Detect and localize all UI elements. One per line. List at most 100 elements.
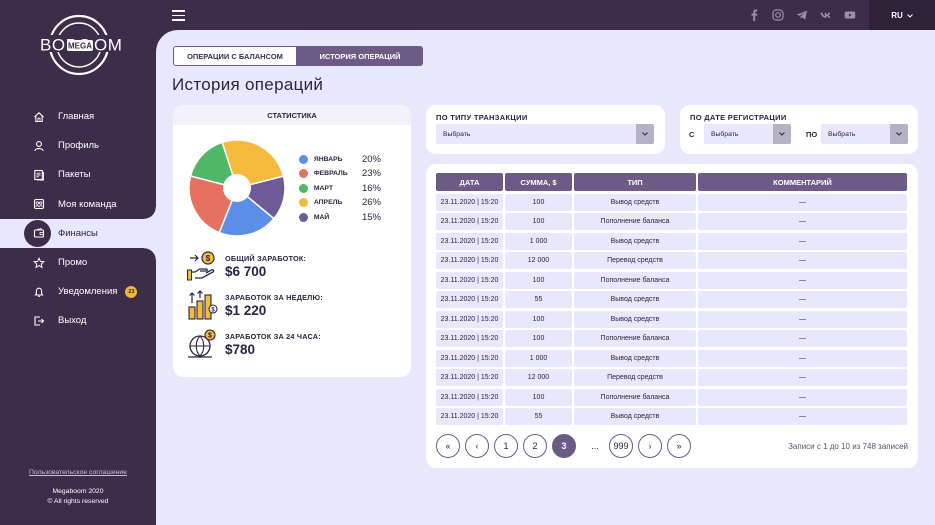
cell-amount: 12 000 <box>505 369 572 387</box>
telegram-icon[interactable] <box>796 9 808 21</box>
user-icon <box>33 140 45 152</box>
chevron-down-icon <box>890 124 908 144</box>
daily-earnings: $ ЗАРАБОТОК ЗА 24 ЧАСА: $780 <box>186 328 321 360</box>
earnings-value: $780 <box>225 341 256 357</box>
date-to-select[interactable]: Выбрать <box>821 124 908 144</box>
cell-type: Вывод средств <box>574 194 696 211</box>
column-header-type[interactable]: ТИП <box>574 173 696 191</box>
transaction-type-select[interactable]: Выбрать <box>436 124 654 144</box>
sidebar-item-profile[interactable]: Профиль <box>0 131 156 160</box>
tab-operations-history[interactable]: ИСТОРИЯ ОПЕРАЦИЙ <box>297 46 423 66</box>
svg-text:OM: OM <box>94 36 122 55</box>
legend-value: 20% <box>361 153 381 165</box>
svg-text:BO: BO <box>40 36 66 55</box>
first-page-button[interactable]: « <box>436 434 460 458</box>
last-page-button[interactable]: » <box>667 434 691 458</box>
svg-text:$: $ <box>208 333 212 340</box>
instagram-icon[interactable] <box>772 9 784 21</box>
cell-date: 23.11.2020 | 15:20 <box>436 330 503 348</box>
cell-type: Пополнение баланса <box>574 213 696 231</box>
star-icon <box>33 256 45 269</box>
select-value: Выбрать <box>443 130 471 138</box>
last-page-number-button[interactable]: 999 <box>609 434 633 458</box>
cell-date: 23.11.2020 | 15:20 <box>436 369 503 387</box>
vk-icon[interactable] <box>820 9 832 21</box>
user-agreement-link[interactable]: Пользовательское соглашение <box>29 469 127 476</box>
sidebar-item-logout[interactable]: Выход <box>0 306 156 335</box>
tab-balance-operations[interactable]: ОПЕРАЦИИ С БАЛАНСОМ <box>173 46 297 66</box>
column-header-amount[interactable]: СУММА, $ <box>505 173 572 191</box>
page-button[interactable]: 2 <box>523 434 547 458</box>
cell-amount: 55 <box>505 291 572 309</box>
cell-type: Пополнение баланса <box>574 388 696 406</box>
cell-amount: 100 <box>505 330 572 348</box>
earnings-label: ЗАРАБОТОК ЗА 24 ЧАСА: <box>225 331 321 341</box>
chevron-down-icon <box>636 124 654 144</box>
cell-amount: 1 000 <box>505 232 572 250</box>
sidebar-item-label: Моя команда <box>58 198 117 210</box>
sidebar: BO x BO OM MEGA Главная Профиль Пакеты М… <box>0 0 156 525</box>
cell-date: 23.11.2020 | 15:20 <box>436 407 503 425</box>
sidebar-item-notifications[interactable]: Уведомления 23 <box>0 277 156 306</box>
youtube-icon[interactable] <box>844 9 856 21</box>
next-page-button[interactable]: › <box>638 434 662 458</box>
cell-date: 23.11.2020 | 15:20 <box>436 252 503 270</box>
cell-type: Пополнение баланса <box>574 271 696 289</box>
legend-item: ЯНВАРЬ 20% <box>299 152 381 167</box>
hamburger-menu-icon[interactable] <box>172 10 185 21</box>
facebook-icon[interactable] <box>748 9 760 21</box>
cell-date: 23.11.2020 | 15:20 <box>436 232 503 250</box>
legend-name: ЯНВАРЬ <box>313 155 343 163</box>
sidebar-item-label: Финансы <box>58 227 98 239</box>
cell-type: Вывод средств <box>574 310 696 328</box>
cell-comment: — <box>698 330 907 348</box>
legend-dot <box>299 154 308 164</box>
cell-comment: — <box>698 388 907 406</box>
sidebar-item-promo[interactable]: Промо <box>0 248 156 277</box>
prev-page-button[interactable]: ‹ <box>465 434 489 458</box>
column-header-date[interactable]: ДАТА <box>436 173 503 191</box>
cell-date: 23.11.2020 | 15:20 <box>436 194 503 211</box>
legend-item: ФЕВРАЛЬ 23% <box>299 167 381 182</box>
legend-name: ФЕВРАЛЬ <box>313 170 348 178</box>
sidebar-item-label: Промо <box>58 257 88 269</box>
page-button[interactable]: 1 <box>494 434 518 458</box>
legend-item: АПРЕЛЬ 26% <box>299 196 381 211</box>
notification-badge: 23 <box>125 285 138 298</box>
statistics-title: СТАТИСТИКА <box>173 105 411 125</box>
sidebar-item-finance[interactable]: Финансы <box>0 206 156 260</box>
sidebar-item-label: Пакеты <box>58 169 91 181</box>
column-header-comment[interactable]: КОММЕНТАРИЙ <box>698 173 907 191</box>
language-selector[interactable]: RU <box>869 0 935 30</box>
sidebar-item-home[interactable]: Главная <box>0 102 156 131</box>
pie-legend: ЯНВАРЬ 20% ФЕВРАЛЬ 23% МАРТ 16% АПРЕЛЬ 26% М… <box>299 152 381 225</box>
cell-type: Вывод средств <box>574 407 696 425</box>
cell-type: Перевод средств <box>574 252 696 270</box>
active-item-circle <box>24 219 51 247</box>
megaboom-logo[interactable]: BO x BO OM MEGA <box>36 12 122 78</box>
cell-comment: — <box>698 232 907 250</box>
legend-value: 16% <box>361 182 381 194</box>
statistics-pie-chart <box>188 139 286 237</box>
cell-date: 23.11.2020 | 15:20 <box>436 388 503 406</box>
date-from-select[interactable]: Выбрать <box>704 124 791 144</box>
earnings-label: ОБЩИЙ ЗАРАБОТОК: <box>225 253 307 263</box>
cell-comment: — <box>698 407 907 425</box>
legend-item: МАРТ 16% <box>299 181 381 196</box>
registration-date-filter: ПО ДАТЕ РЕГИСТРАЦИИ С Выбрать ПО Выбрать <box>680 105 918 154</box>
cell-type: Вывод средств <box>574 349 696 367</box>
cell-amount: 100 <box>505 388 572 406</box>
legend-name: МАРТ <box>313 184 334 192</box>
language-label: RU <box>891 10 903 20</box>
legend-dot <box>299 198 308 208</box>
cell-comment: — <box>698 271 907 289</box>
cell-date: 23.11.2020 | 15:20 <box>436 271 503 289</box>
cell-amount: 100 <box>505 271 572 289</box>
sidebar-item-team[interactable]: Моя команда <box>0 190 156 219</box>
sidebar-item-packages[interactable]: Пакеты <box>0 160 156 189</box>
cell-type: Пополнение баланса <box>574 330 696 348</box>
page-button-active[interactable]: 3 <box>552 434 576 458</box>
growth-coins-icon: $ <box>186 289 218 321</box>
svg-text:$: $ <box>206 254 211 263</box>
cell-date: 23.11.2020 | 15:20 <box>436 291 503 309</box>
